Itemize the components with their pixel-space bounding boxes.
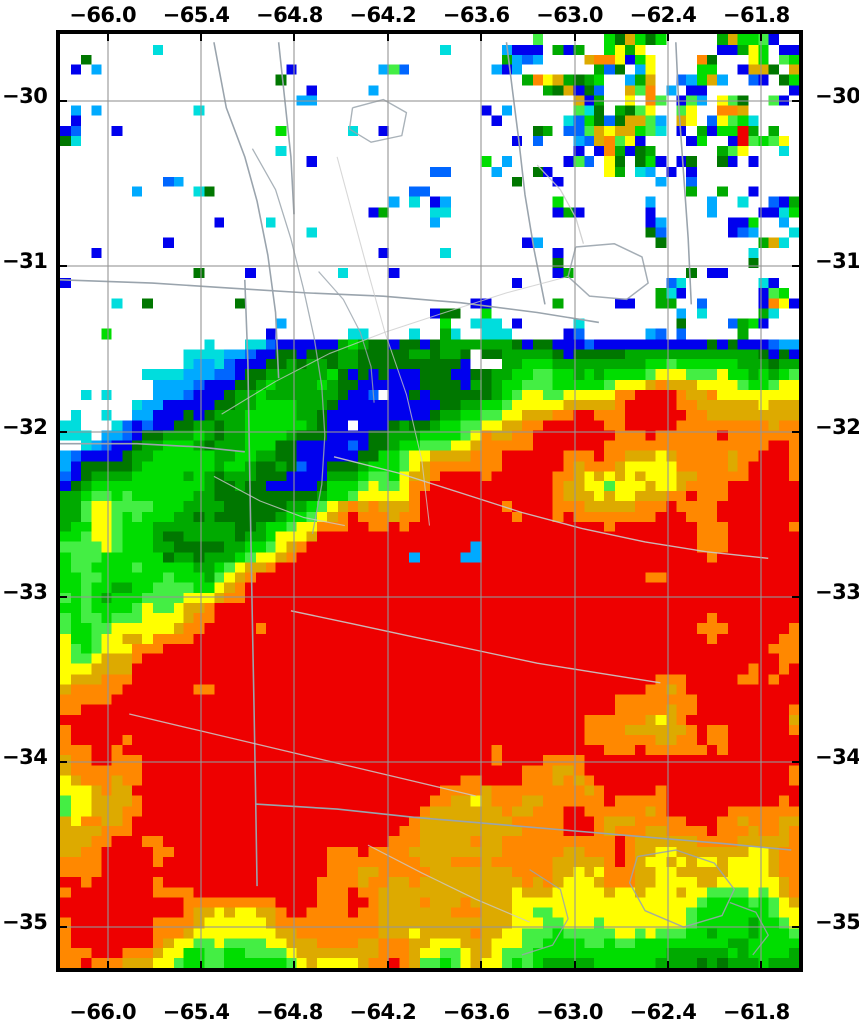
tick-left-1: [60, 265, 67, 268]
tick-left-4: [60, 761, 67, 764]
y-tick-right-4: −34: [815, 745, 859, 770]
x-tick-bottom-0: −66.0: [69, 1000, 137, 1024]
y-tick-right-2: −32: [815, 414, 859, 439]
gridline-lon-6: [666, 34, 669, 968]
tick-right-4: [792, 761, 799, 764]
gridline-lat-5: [60, 926, 799, 929]
map-plot-area[interactable]: [56, 30, 803, 972]
tick-bot-6: [666, 961, 669, 968]
gridline-lon-5: [573, 34, 576, 968]
gridline-lat-0: [60, 100, 799, 103]
gridline-lat-2: [60, 430, 799, 433]
x-tick-top-0: −66.0: [69, 3, 137, 27]
y-tick-right-0: −30: [815, 84, 859, 109]
x-tick-bottom-7: −61.8: [722, 1000, 790, 1024]
gridline-lon-2: [293, 34, 296, 968]
y-tick-left-4: −34: [2, 745, 48, 770]
y-tick-left-2: −32: [2, 414, 48, 439]
radar-raster: [60, 34, 799, 968]
tick-top-7: [760, 34, 763, 41]
tick-right-2: [792, 430, 799, 433]
tick-bot-0: [106, 961, 109, 968]
x-tick-top-7: −61.8: [722, 3, 790, 27]
tick-top-5: [573, 34, 576, 41]
gridline-lon-7: [760, 34, 763, 968]
y-tick-left-0: −30: [2, 84, 48, 109]
gridline-lat-1: [60, 265, 799, 268]
x-tick-bottom-3: −64.2: [349, 1000, 417, 1024]
x-tick-bottom-6: −62.4: [629, 1000, 697, 1024]
tick-bot-7: [760, 961, 763, 968]
gridline-lat-4: [60, 761, 799, 764]
x-tick-top-4: −63.6: [442, 3, 510, 27]
tick-right-0: [792, 100, 799, 103]
y-tick-left-5: −35: [2, 910, 48, 935]
x-tick-top-5: −63.0: [536, 3, 604, 27]
tick-right-5: [792, 926, 799, 929]
tick-bot-1: [200, 961, 203, 968]
gridline-lon-1: [200, 34, 203, 968]
x-tick-top-6: −62.4: [629, 3, 697, 27]
x-tick-top-1: −65.4: [162, 3, 230, 27]
tick-top-3: [386, 34, 389, 41]
tick-left-0: [60, 100, 67, 103]
tick-top-0: [106, 34, 109, 41]
gridline-lon-0: [106, 34, 109, 968]
tick-bot-4: [480, 961, 483, 968]
tick-left-5: [60, 926, 67, 929]
y-tick-right-1: −31: [815, 249, 859, 274]
tick-top-2: [293, 34, 296, 41]
tick-top-6: [666, 34, 669, 41]
y-tick-left-1: −31: [2, 249, 48, 274]
tick-top-1: [200, 34, 203, 41]
x-tick-bottom-5: −63.0: [536, 1000, 604, 1024]
x-tick-bottom-2: −64.8: [255, 1000, 323, 1024]
x-tick-top-3: −64.2: [349, 3, 417, 27]
y-tick-right-5: −35: [815, 910, 859, 935]
gridline-lat-3: [60, 595, 799, 598]
tick-right-3: [792, 595, 799, 598]
tick-bot-3: [386, 961, 389, 968]
tick-right-1: [792, 265, 799, 268]
gridline-lon-4: [480, 34, 483, 968]
y-tick-right-3: −33: [815, 579, 859, 604]
x-tick-bottom-4: −63.6: [442, 1000, 510, 1024]
x-tick-top-2: −64.8: [255, 3, 323, 27]
x-tick-bottom-1: −65.4: [162, 1000, 230, 1024]
gridline-lon-3: [386, 34, 389, 968]
tick-bot-2: [293, 961, 296, 968]
tick-left-2: [60, 430, 67, 433]
tick-bot-5: [573, 961, 576, 968]
tick-top-4: [480, 34, 483, 41]
tick-left-3: [60, 595, 67, 598]
y-tick-left-3: −33: [2, 579, 48, 604]
